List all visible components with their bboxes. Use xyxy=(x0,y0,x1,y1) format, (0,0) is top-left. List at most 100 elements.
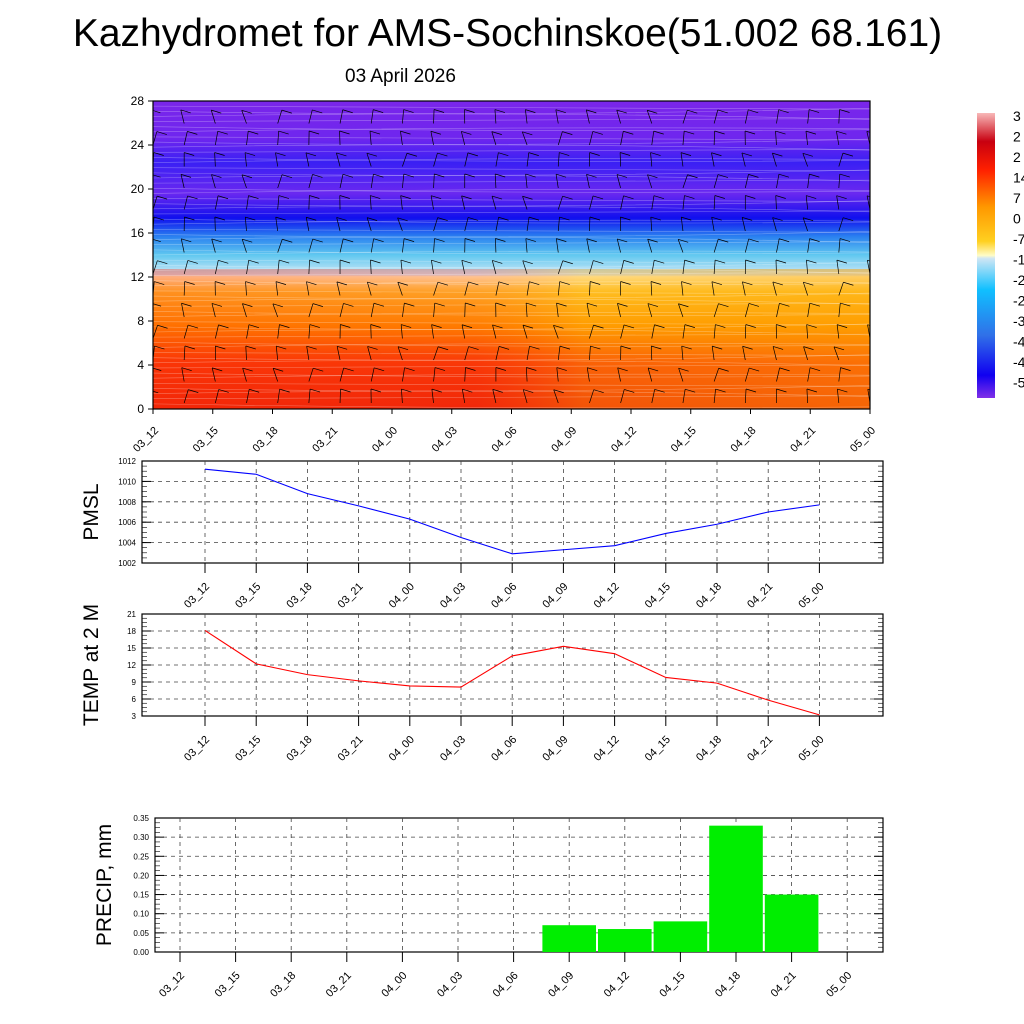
wind-barb-shaft xyxy=(650,152,653,167)
wind-barb-shaft xyxy=(153,325,158,339)
wind-barb-flag xyxy=(187,324,199,329)
wind-barb-shaft xyxy=(775,195,777,210)
wind-barb-shaft xyxy=(711,346,715,361)
contour-line xyxy=(153,157,870,162)
wind-barb-flag xyxy=(370,388,382,393)
x-tick-label: 04_00 xyxy=(379,970,409,1000)
wind-barb-flag xyxy=(464,109,475,113)
wind-barb-flag xyxy=(871,303,881,306)
colorbar-label: -7 xyxy=(1013,231,1024,247)
contour-line xyxy=(153,372,870,378)
wind-barb-shaft xyxy=(245,346,247,361)
colorbar-label: -4 xyxy=(1013,354,1024,370)
wind-barb-flag xyxy=(525,173,536,178)
wind-barb-shaft xyxy=(305,217,310,232)
wind-barb-flag xyxy=(495,173,506,178)
wind-barb-flag xyxy=(806,388,818,393)
x-tick-label: 04_09 xyxy=(549,425,579,455)
wind-barb-flag xyxy=(528,152,539,156)
wind-barb-shaft xyxy=(838,367,841,382)
wind-barb-shaft xyxy=(836,260,840,275)
wind-barb-flag xyxy=(367,281,378,286)
contour-line xyxy=(153,219,870,225)
precip-bar xyxy=(542,925,596,952)
wind-barb-shaft xyxy=(183,324,189,339)
wind-barb-shaft xyxy=(495,281,500,296)
wind-barb-flag xyxy=(651,345,662,350)
wind-barb-flag xyxy=(211,303,223,307)
wind-barb-shaft xyxy=(682,131,685,146)
wind-barb-flag xyxy=(461,131,472,135)
wind-barb-flag xyxy=(370,324,381,328)
x-tick-label: 04_21 xyxy=(745,734,775,764)
wind-barb-shaft xyxy=(617,303,621,318)
wind-barb-shaft xyxy=(647,174,653,189)
wind-barb-flag xyxy=(312,109,323,114)
y-tick-label: 12 xyxy=(131,270,145,284)
x-tick-label: 04_15 xyxy=(643,581,673,611)
wind-barb-shaft xyxy=(555,238,559,253)
wind-barb-shaft xyxy=(713,109,719,124)
wind-barb-shaft xyxy=(305,152,310,167)
wind-barb-shaft xyxy=(646,110,653,124)
y-tick-label: 0.15 xyxy=(133,891,149,900)
wind-barb-shaft xyxy=(210,110,216,124)
wind-barb-flag xyxy=(522,195,533,200)
wind-barb-shaft xyxy=(711,217,715,232)
wind-barb-flag xyxy=(343,238,354,243)
x-tick-label: 03_15 xyxy=(233,581,263,611)
wind-barb-flag xyxy=(873,153,883,156)
wind-barb-flag xyxy=(434,367,446,371)
wind-barb-shaft xyxy=(553,389,559,404)
x-tick-label: 04_00 xyxy=(370,425,400,455)
wind-barbs xyxy=(153,109,883,404)
wind-barb-shaft xyxy=(807,238,810,253)
precip-bar xyxy=(653,921,708,952)
wind-barb-flag xyxy=(279,324,290,328)
wind-barb-flag xyxy=(559,345,571,350)
wind-barb-shaft xyxy=(180,109,185,124)
wind-barb-flag xyxy=(187,195,198,200)
wind-barb-shaft xyxy=(837,389,840,404)
wind-barb-flag xyxy=(153,238,161,243)
wind-barb-flag xyxy=(272,303,284,308)
wind-barb-shaft xyxy=(833,346,840,361)
wind-barb-flag xyxy=(400,259,412,264)
wind-barb-shaft xyxy=(215,389,220,404)
wind-barb-flag xyxy=(522,260,533,265)
wind-barb-shaft xyxy=(433,367,436,382)
wind-barb-shaft xyxy=(647,303,653,318)
wind-barb-flag xyxy=(153,174,161,178)
x-tick-label: 03_15 xyxy=(213,970,243,1000)
contour-line xyxy=(153,189,870,194)
contour-line xyxy=(153,373,870,379)
wind-barb-shaft xyxy=(491,195,497,210)
wind-barb-shaft xyxy=(461,324,466,339)
wind-barb-shaft xyxy=(246,260,250,275)
wind-barb-shaft xyxy=(677,239,684,253)
wind-barb-shaft xyxy=(491,260,497,275)
wind-barb-flag xyxy=(156,131,167,135)
wind-barb-flag xyxy=(491,195,503,200)
wind-barb-shaft xyxy=(556,367,559,382)
wind-barb-shaft xyxy=(678,303,684,318)
wind-barb-shaft xyxy=(183,195,188,210)
wind-barb-flag xyxy=(742,281,753,286)
wind-barb-shaft xyxy=(650,281,653,296)
x-tick-label: 03_15 xyxy=(233,734,263,764)
wind-barb-flag xyxy=(617,367,628,372)
wind-barb-shaft xyxy=(215,324,219,339)
wind-barb-shaft xyxy=(181,303,185,318)
wind-barb-flag xyxy=(806,195,817,199)
wind-barb-flag xyxy=(840,367,851,371)
wind-barb-flag xyxy=(181,367,192,372)
wind-barb-flag xyxy=(593,324,604,329)
wind-barb-flag xyxy=(836,195,847,200)
wind-barb-flag xyxy=(559,152,570,156)
wind-barb-flag xyxy=(339,130,350,135)
wind-barb-shaft xyxy=(807,109,810,124)
wind-barb-flag xyxy=(711,152,722,157)
wind-barb-flag xyxy=(680,152,692,156)
x-tick-label: 05_00 xyxy=(796,734,826,764)
x-tick-label: 04_03 xyxy=(438,734,468,764)
